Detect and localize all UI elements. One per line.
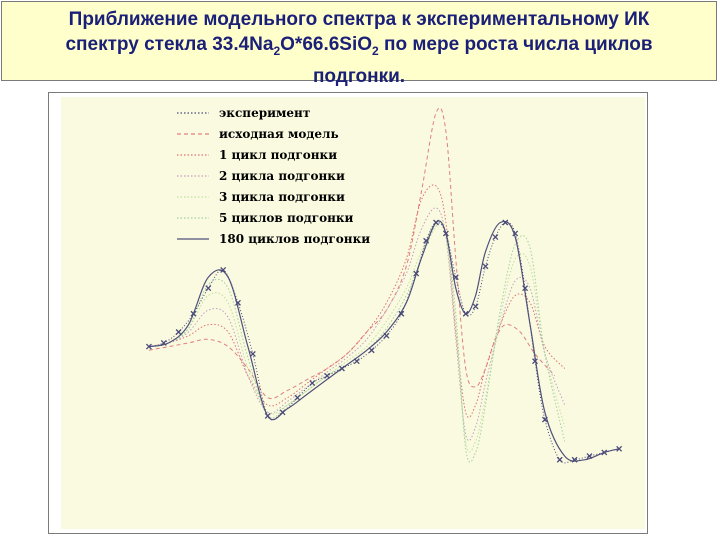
chart-frame: эксперимент исходная модель 1 цикл подгонк…	[48, 92, 648, 534]
data-point-experiment-25	[482, 263, 489, 270]
title-line-2: спектру стекла 33.4Na2O*66.6SiO2 по мере…	[12, 32, 706, 64]
slide-title: Приближение модельного спектра к экспери…	[2, 7, 716, 89]
data-point-experiment-1	[160, 339, 167, 346]
legend: эксперимент исходная модель 1 цикл подгонк…	[177, 106, 370, 246]
data-point-experiment-13	[338, 365, 345, 372]
data-point-experiment-11	[309, 380, 316, 387]
data-point-experiment-35	[601, 449, 608, 456]
series-line-6	[148, 220, 620, 462]
series-line-3	[148, 207, 566, 442]
data-point-experiment-30	[532, 358, 538, 365]
data-point-experiment-4	[205, 285, 212, 292]
legend-entry-1: исходная модель	[219, 127, 339, 141]
title-line-2-mid: O*66.6SiO	[280, 34, 373, 55]
data-point-experiment-5	[220, 266, 227, 273]
data-point-experiment-21	[442, 230, 449, 237]
data-point-experiment-28	[512, 230, 519, 237]
data-point-experiment-20	[433, 219, 439, 226]
data-point-experiment-23	[462, 310, 469, 317]
data-point-experiment-12	[324, 372, 331, 379]
data-point-experiment-10	[294, 394, 301, 401]
data-point-experiment-32	[556, 456, 563, 463]
legend-entry-6: 180 циклов подгонки	[219, 232, 370, 246]
spectrum-chart: эксперимент исходная модель 1 цикл подгонк…	[61, 97, 645, 529]
data-point-experiment-6	[235, 299, 241, 306]
legend-entry-2: 1 цикл подгонки	[219, 148, 337, 162]
legend-entry-5: 5 циклов подгонки	[219, 211, 354, 225]
data-point-experiment-26	[492, 234, 499, 241]
data-point-experiment-0	[145, 343, 152, 350]
series-experiment	[145, 219, 623, 464]
data-point-experiment-17	[398, 310, 405, 317]
data-point-experiment-27	[502, 219, 509, 226]
series-line-1	[148, 107, 556, 400]
data-point-experiment-8	[264, 412, 271, 419]
title-sub-2: 2	[372, 43, 379, 58]
legend-entry-0: эксперимент	[219, 106, 310, 120]
data-point-experiment-15	[368, 347, 375, 354]
data-point-experiment-33	[571, 456, 578, 463]
title-line-3: подгонки.	[312, 65, 406, 87]
data-point-experiment-31	[541, 416, 548, 423]
title-line-2-prefix: спектру стекла 33.4Na	[65, 34, 274, 55]
data-point-experiment-34	[586, 453, 593, 460]
series-line-4	[148, 220, 566, 453]
data-point-experiment-14	[353, 358, 360, 365]
title-banner: Приближение модельного спектра к экспери…	[1, 1, 717, 87]
data-point-experiment-29	[522, 285, 529, 292]
title-line-2-suffix: по мере роста числа циклов	[378, 34, 653, 55]
data-point-experiment-16	[383, 332, 390, 339]
data-point-experiment-36	[616, 445, 623, 452]
series-line-5	[148, 222, 566, 463]
data-point-experiment-19	[423, 237, 430, 244]
plot-area	[61, 97, 645, 529]
data-point-experiment-7	[249, 350, 256, 357]
series-line-2	[148, 184, 566, 418]
legend-entry-4: 3 цикла подгонки	[219, 190, 345, 204]
title-sub-1: 2	[273, 43, 281, 58]
data-point-experiment-9	[279, 409, 286, 416]
data-point-experiment-22	[452, 274, 459, 281]
data-point-experiment-3	[190, 310, 197, 317]
data-point-experiment-24	[472, 303, 479, 310]
data-point-experiment-18	[413, 270, 420, 277]
data-point-experiment-2	[175, 329, 182, 335]
legend-entry-3: 2 цикла подгонки	[219, 169, 345, 183]
title-line-1: Приближение модельного спектра к экспери…	[68, 9, 650, 30]
